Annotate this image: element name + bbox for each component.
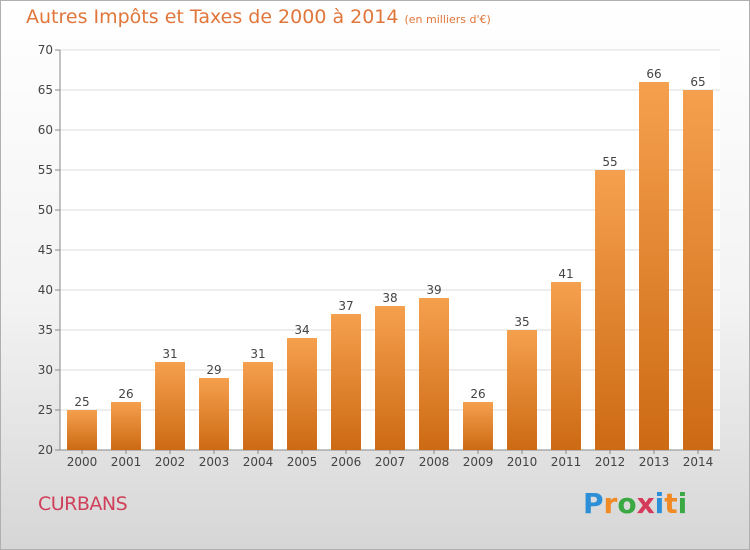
data-label-2014: 65	[690, 75, 705, 89]
bar-2002	[155, 362, 185, 450]
logo-letter: o	[617, 487, 637, 520]
y-tick-label: 45	[38, 243, 53, 257]
data-label-2000: 25	[74, 395, 89, 409]
y-tick-label: 25	[38, 403, 53, 417]
x-tick-label-2002: 2002	[155, 455, 186, 469]
bar-2012	[595, 170, 625, 450]
x-tick-label-2009: 2009	[463, 455, 494, 469]
proxiti-logo: Proxiti	[583, 487, 687, 520]
x-tick-label-2006: 2006	[331, 455, 362, 469]
bar-2011	[551, 282, 581, 450]
x-tick-label-2003: 2003	[199, 455, 230, 469]
data-label-2013: 66	[646, 67, 661, 81]
data-label-2004: 31	[250, 347, 265, 361]
data-label-2010: 35	[514, 315, 529, 329]
data-label-2003: 29	[206, 363, 221, 377]
chart-title: Autres Impôts et Taxes de 2000 à 2014 (en…	[26, 6, 491, 28]
logo-letter: r	[603, 487, 618, 520]
logo-letter: x	[636, 487, 655, 520]
bar-2008	[419, 298, 449, 450]
bar-2010	[507, 330, 537, 450]
data-label-2011: 41	[558, 267, 573, 281]
y-tick-label: 30	[38, 363, 53, 377]
bar-2001	[111, 402, 141, 450]
x-tick-label-2014: 2014	[683, 455, 714, 469]
data-label-2005: 34	[294, 323, 309, 337]
x-tick-label-2001: 2001	[111, 455, 142, 469]
data-label-2001: 26	[118, 387, 133, 401]
data-label-2009: 26	[470, 387, 485, 401]
x-tick-label-2000: 2000	[67, 455, 98, 469]
logo-letter: t	[664, 487, 678, 520]
y-tick-label: 70	[38, 43, 53, 57]
data-label-2007: 38	[382, 291, 397, 305]
bar-2005	[287, 338, 317, 450]
bar-2014	[683, 90, 713, 450]
logo-letter: i	[654, 487, 665, 520]
bar-2007	[375, 306, 405, 450]
x-tick-label-2004: 2004	[243, 455, 274, 469]
bar-2003	[199, 378, 229, 450]
bar-2009	[463, 402, 493, 450]
x-tick-label-2013: 2013	[639, 455, 670, 469]
y-tick-label: 40	[38, 283, 53, 297]
y-tick-label: 50	[38, 203, 53, 217]
x-tick-label-2007: 2007	[375, 455, 406, 469]
unit-label: (en milliers d'€)	[404, 13, 491, 26]
x-tick-label-2008: 2008	[419, 455, 450, 469]
x-tick-label-2012: 2012	[595, 455, 626, 469]
data-label-2006: 37	[338, 299, 353, 313]
logo-letter: P	[583, 487, 604, 520]
x-tick-label-2010: 2010	[507, 455, 538, 469]
y-tick-label: 55	[38, 163, 53, 177]
bar-2000	[67, 410, 97, 450]
bar-2013	[639, 82, 669, 450]
y-tick-label: 20	[38, 443, 53, 457]
data-label-2008: 39	[426, 283, 441, 297]
y-tick-label: 65	[38, 83, 53, 97]
data-label-2002: 31	[162, 347, 177, 361]
x-tick-label-2005: 2005	[287, 455, 318, 469]
commune-name: CURBANS	[38, 493, 128, 515]
y-tick-label: 35	[38, 323, 53, 337]
chart-title-text: Autres Impôts et Taxes de 2000 à 2014	[26, 6, 399, 28]
x-tick-label-2011: 2011	[551, 455, 582, 469]
y-tick-label: 60	[38, 123, 53, 137]
logo-letter: i	[677, 487, 688, 520]
data-label-2012: 55	[602, 155, 617, 169]
bar-2006	[331, 314, 361, 450]
bar-2004	[243, 362, 273, 450]
